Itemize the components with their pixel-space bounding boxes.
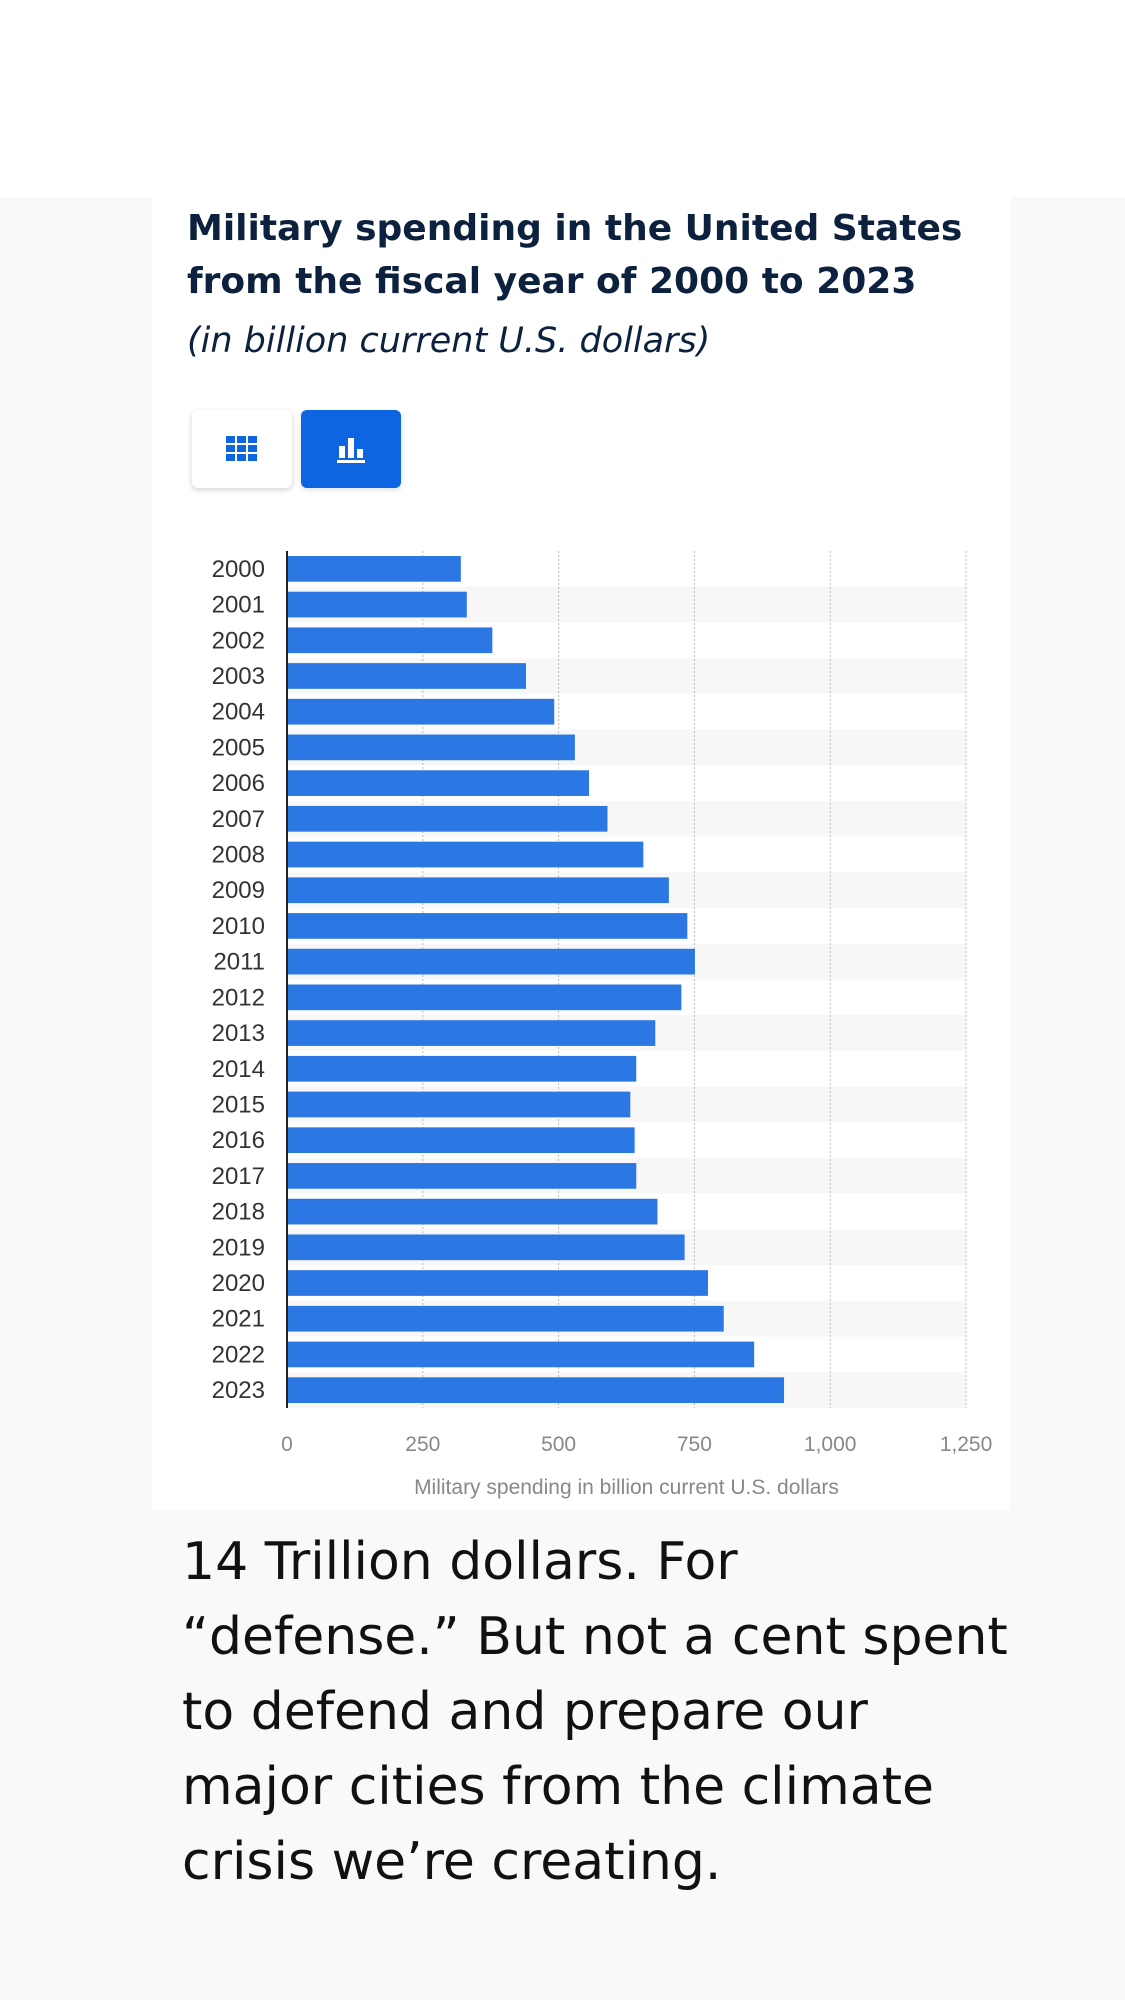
bar-2016	[287, 1127, 635, 1154]
x-tick-label: 500	[541, 1433, 576, 1456]
bar-2017	[287, 1163, 637, 1189]
bar-2012	[287, 984, 682, 1011]
bar-2010	[287, 913, 688, 939]
category-label: 2019	[212, 1234, 265, 1261]
bar-2008	[287, 841, 644, 868]
category-label: 2009	[212, 877, 265, 904]
bar-2019	[287, 1234, 685, 1261]
category-label: 2013	[212, 1020, 265, 1047]
chart-title: Military spending in the United States f…	[187, 208, 963, 302]
post-caption: 14 Trillion dollars. For “defense.” But …	[182, 1532, 1008, 1892]
category-label: 2020	[212, 1270, 265, 1297]
category-label: 2017	[212, 1163, 265, 1190]
x-tick-label: 1,250	[940, 1433, 993, 1456]
category-label: 2000	[212, 556, 265, 583]
bar-2003	[287, 663, 527, 689]
category-label: 2003	[212, 663, 265, 690]
bar-2011	[287, 948, 695, 975]
table-view-button[interactable]	[192, 410, 292, 488]
category-label: 2007	[212, 806, 265, 833]
category-label: 2023	[212, 1377, 265, 1404]
bar-2022	[287, 1341, 755, 1368]
x-tick-label: 250	[405, 1433, 440, 1456]
bar-2013	[287, 1020, 656, 1046]
category-label: 2006	[212, 770, 265, 797]
bar-2005	[287, 734, 575, 761]
x-tick-label: 750	[677, 1433, 712, 1456]
category-label: 2014	[212, 1056, 265, 1083]
x-tick-label: 1,000	[804, 1433, 857, 1456]
category-label: 2008	[212, 842, 265, 869]
category-label: 2011	[213, 949, 265, 976]
x-tick-label: 0	[281, 1433, 293, 1456]
bar-2004	[287, 698, 555, 725]
bar-2014	[287, 1055, 637, 1082]
category-label: 2002	[212, 627, 265, 654]
bar-2015	[287, 1091, 631, 1118]
table-grid-icon	[226, 436, 257, 461]
bar-2000	[287, 555, 461, 582]
category-label: 2016	[212, 1127, 265, 1154]
category-label: 2010	[212, 913, 265, 940]
category-label: 2001	[212, 592, 265, 619]
bar-2007	[287, 805, 608, 832]
bar-2018	[287, 1198, 658, 1225]
bar-2006	[287, 770, 590, 796]
bar-2002	[287, 627, 493, 654]
category-label: 2005	[212, 734, 265, 761]
bar-chart-icon	[337, 438, 365, 463]
bar-2020	[287, 1270, 708, 1296]
category-label: 2022	[212, 1341, 265, 1368]
category-label: 2018	[212, 1199, 265, 1226]
military-spending-bar-chart: 2000 2001 2002 2003 2004 2005 2006 2007 2008 2009…	[212, 551, 993, 1499]
category-label: 2012	[212, 984, 265, 1011]
category-label: 2021	[212, 1306, 265, 1333]
bar-2009	[287, 877, 669, 904]
x-axis-title: Military spending in billion current U.S…	[414, 1476, 839, 1499]
category-label: 2015	[212, 1091, 265, 1118]
category-label: 2004	[212, 699, 265, 726]
bar-2023	[287, 1377, 785, 1404]
chart-subtitle: (in billion current U.S. dollars)	[187, 321, 711, 361]
bar-2021	[287, 1305, 724, 1332]
bar-2001	[287, 591, 467, 618]
chart-view-button[interactable]	[301, 410, 401, 488]
